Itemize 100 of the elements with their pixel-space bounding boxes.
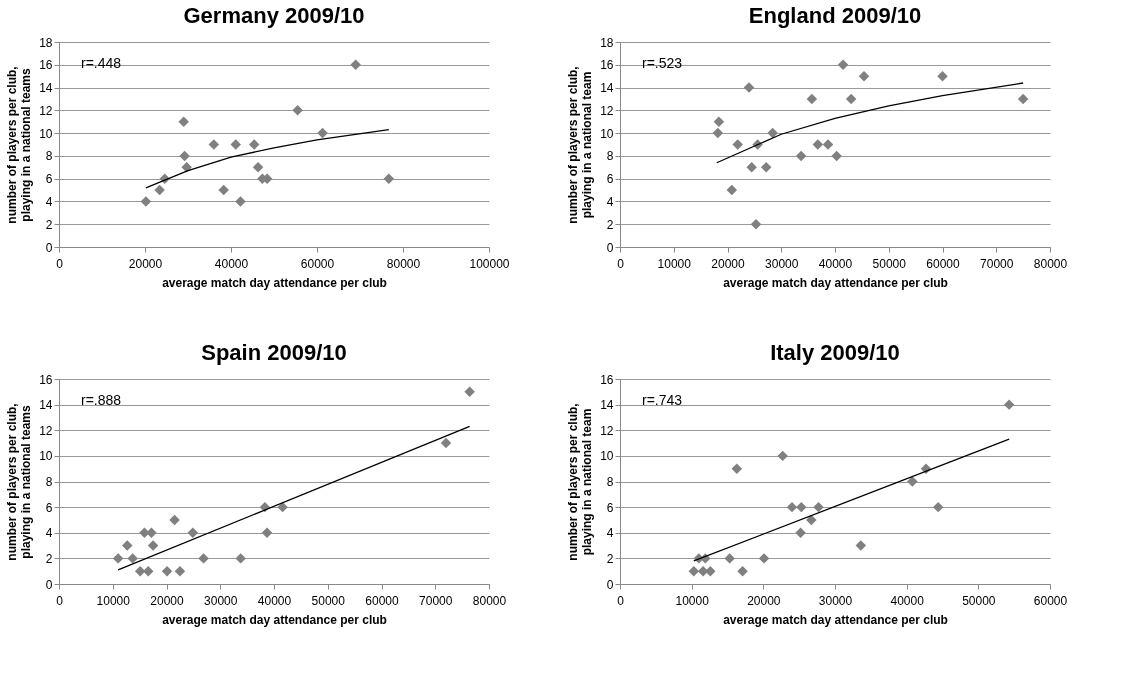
- y-tick-label: 14: [39, 81, 53, 96]
- point: [688, 565, 700, 577]
- point: [181, 162, 192, 173]
- point: [208, 139, 220, 150]
- point: [127, 553, 138, 564]
- y-tick-label: 14: [39, 398, 53, 413]
- y-tick-label: 12: [600, 423, 614, 438]
- point: [178, 116, 189, 127]
- annotation: r=.523: [642, 55, 683, 71]
- point: [252, 162, 264, 173]
- y-tick-label: 0: [606, 577, 614, 592]
- point: [154, 184, 165, 196]
- x-tick-label: 80000: [386, 256, 421, 271]
- x-tick-label: 40000: [818, 256, 853, 271]
- line-series: [716, 82, 1024, 164]
- point: [1017, 93, 1029, 105]
- y-tick-label: 12: [39, 103, 53, 118]
- chart-title: Germany 2009/10: [183, 3, 365, 28]
- point: [147, 540, 159, 551]
- x-tick-label: 60000: [926, 256, 961, 271]
- point: [705, 565, 716, 577]
- y-tick-label: 14: [600, 398, 614, 413]
- point: [248, 139, 260, 150]
- y-tick-label: 8: [606, 149, 614, 164]
- y-axis-title: number of players per club, playing in a national team: [566, 66, 595, 224]
- x-tick-label: 40000: [214, 256, 249, 271]
- y-tick-label: 4: [606, 526, 614, 541]
- point: [317, 127, 328, 139]
- point: [724, 553, 735, 564]
- point: [845, 93, 857, 105]
- x-tick-label: 50000: [962, 593, 996, 608]
- x-tick-label: 50000: [311, 593, 346, 608]
- y-tick-label: 6: [606, 500, 614, 515]
- x-tick-label: 20000: [711, 256, 746, 271]
- x-tick-label: 0: [56, 256, 64, 271]
- point: [858, 70, 870, 82]
- x-axis-title: average match day attendance per club: [162, 275, 387, 290]
- point: [732, 139, 743, 150]
- point: [743, 82, 755, 93]
- point: [795, 527, 806, 538]
- x-tick-label: 30000: [765, 256, 799, 271]
- x-tick-label: 0: [617, 256, 625, 271]
- y-tick-label: 10: [39, 126, 53, 141]
- point: [140, 196, 152, 207]
- y-tick-label: 4: [606, 194, 614, 209]
- y-tick-label: 12: [39, 423, 53, 438]
- point: [746, 162, 757, 173]
- point: [350, 59, 361, 71]
- point: [161, 565, 173, 577]
- x-tick-label: 0: [56, 593, 64, 608]
- point: [726, 184, 738, 196]
- x-tick-label: 10000: [96, 593, 131, 608]
- point: [777, 450, 788, 462]
- y-tick-label: 2: [606, 551, 614, 566]
- point: [758, 553, 770, 564]
- y-tick-label: 2: [606, 217, 614, 232]
- point: [937, 70, 948, 82]
- point: [440, 437, 452, 449]
- x-axis-title: average match day attendance per club: [723, 275, 948, 290]
- point: [713, 116, 725, 127]
- x-tick-label: 0: [617, 593, 625, 608]
- point: [731, 463, 743, 474]
- point: [760, 162, 772, 173]
- y-tick-label: 16: [39, 58, 53, 73]
- point: [218, 184, 229, 196]
- x-tick-label: 70000: [419, 593, 453, 608]
- y-tick-label: 10: [600, 126, 614, 141]
- point: [806, 93, 818, 105]
- annotation: r=.888: [81, 392, 122, 408]
- x-tick-label: 20000: [747, 593, 781, 608]
- y-tick-label: 4: [45, 194, 53, 209]
- chart-title: Spain 2009/10: [201, 340, 347, 365]
- x-tick-label: 50000: [872, 256, 907, 271]
- point: [174, 565, 186, 577]
- point: [786, 501, 798, 513]
- point: [198, 553, 209, 564]
- y-tick-label: 8: [45, 475, 53, 489]
- point: [831, 150, 842, 162]
- y-tick-label: 16: [600, 372, 614, 387]
- point: [235, 553, 246, 564]
- x-tick-label: 40000: [257, 593, 292, 608]
- y-tick-label: 16: [600, 58, 614, 73]
- y-tick-label: 10: [600, 449, 614, 464]
- y-tick-label: 10: [39, 449, 53, 464]
- point: [261, 527, 273, 538]
- chart-title: Italy 2009/10: [770, 340, 900, 365]
- y-tick-label: 14: [600, 81, 614, 96]
- x-tick-label: 20000: [128, 256, 163, 271]
- y-tick-label: 18: [39, 35, 53, 50]
- point: [179, 150, 190, 162]
- point: [230, 139, 241, 150]
- point: [383, 173, 395, 184]
- x-tick-label: 30000: [204, 593, 238, 608]
- point: [822, 139, 834, 150]
- point: [169, 514, 180, 526]
- y-tick-label: 6: [606, 172, 614, 187]
- point: [796, 501, 807, 513]
- point: [750, 218, 762, 230]
- y-tick-label: 2: [45, 217, 53, 232]
- y-tick-label: 2: [45, 551, 53, 566]
